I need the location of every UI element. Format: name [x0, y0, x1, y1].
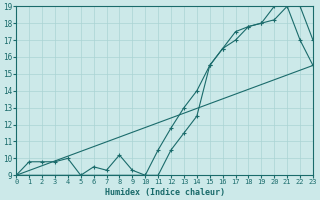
- X-axis label: Humidex (Indice chaleur): Humidex (Indice chaleur): [105, 188, 225, 197]
